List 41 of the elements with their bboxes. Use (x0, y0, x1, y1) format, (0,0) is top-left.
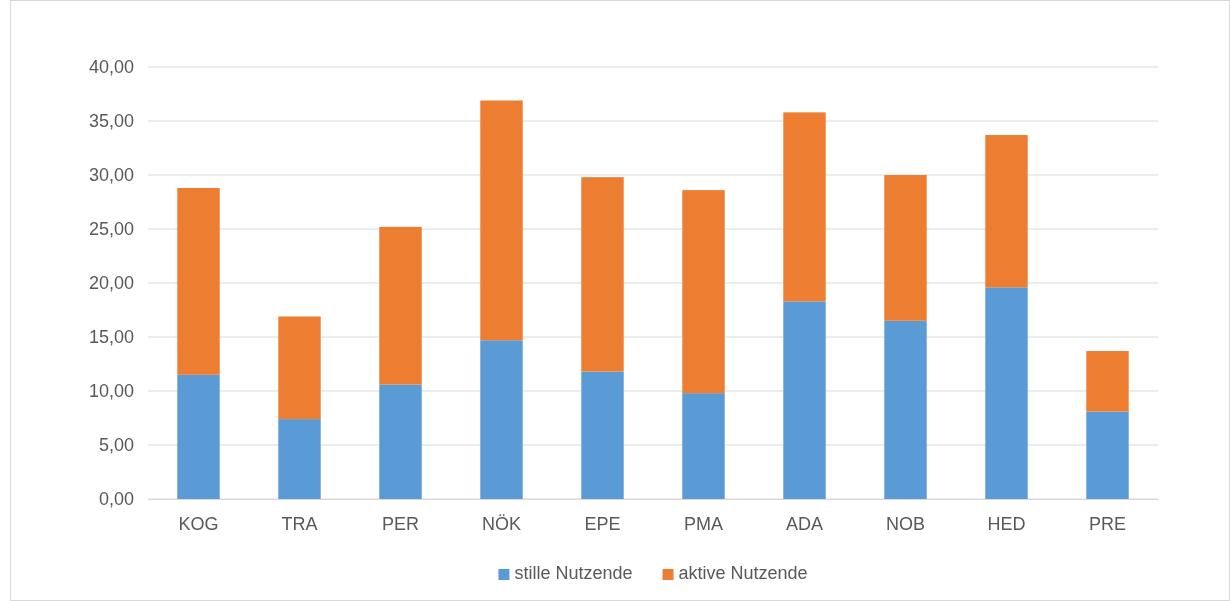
bar (985, 135, 1028, 288)
y-tick-label: 25,00 (88, 219, 134, 240)
x-tick-label: ADA (785, 513, 824, 534)
y-tick-label: 5,00 (98, 435, 134, 456)
x-tick-label: PER (381, 513, 420, 534)
x-tick-label: HED (987, 513, 1026, 534)
x-tick-label: EPE (584, 513, 621, 534)
bar (177, 187, 220, 375)
y-tick-label: 10,00 (88, 381, 134, 402)
bar (581, 371, 624, 499)
x-tick-label: NÖK (481, 513, 522, 534)
bar (278, 419, 321, 499)
bar (783, 112, 826, 302)
bar (985, 287, 1028, 499)
bar (682, 393, 725, 499)
bar (783, 301, 826, 499)
bar (379, 226, 422, 385)
bar (480, 340, 523, 499)
bar (1086, 411, 1129, 499)
bar (682, 190, 725, 394)
y-tick-label: 15,00 (88, 327, 134, 348)
y-tick-label: 20,00 (88, 273, 134, 294)
bar (1086, 351, 1129, 412)
x-tick-label: PMA (683, 513, 724, 534)
y-tick-label: 30,00 (88, 165, 134, 186)
y-tick-label: 0,00 (98, 489, 134, 510)
bar (278, 316, 321, 420)
legend-label: stille Nutzende (514, 563, 633, 583)
bar (884, 175, 927, 321)
y-tick-label: 35,00 (88, 111, 134, 132)
legend-label: aktive Nutzende (678, 563, 808, 583)
x-tick-label: TRA (281, 513, 318, 534)
x-tick-label: KOG (178, 513, 219, 534)
bar (884, 320, 927, 499)
x-tick-label: PRE (1088, 513, 1127, 534)
bar (379, 384, 422, 499)
bar (480, 100, 523, 341)
bar (581, 177, 624, 372)
y-tick-label: 40,00 (88, 57, 134, 78)
x-tick-label: NOB (885, 513, 926, 534)
bar (177, 374, 220, 499)
